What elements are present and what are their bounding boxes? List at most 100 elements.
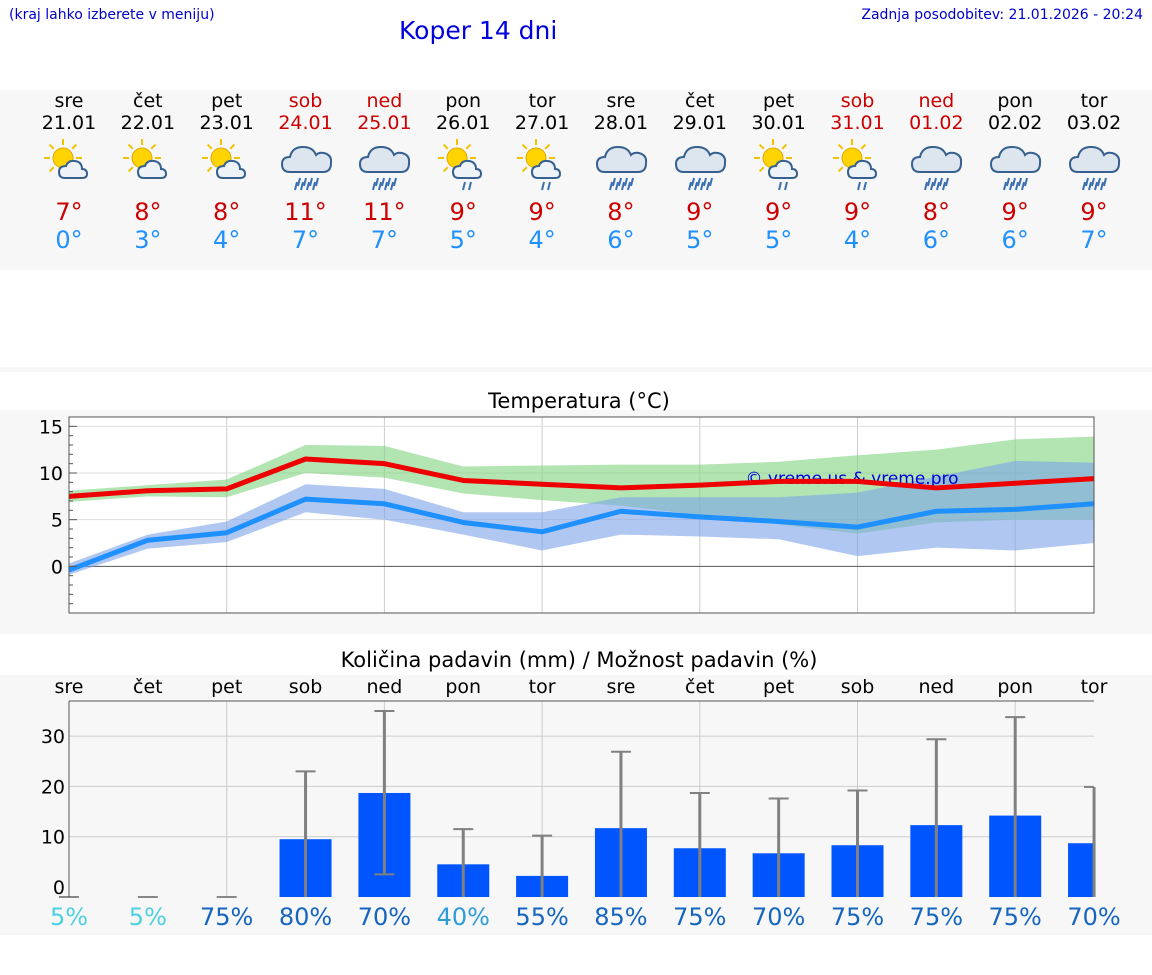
y-tick-label: 20: [41, 776, 65, 798]
max-temp: 9°: [765, 198, 793, 226]
precip-probability: 75%: [988, 903, 1042, 931]
daily-forecast-strip: sre 21.01 7° 0° čet 22.01 8° 3° pet 23.01 8° 4° sob 2…: [0, 90, 1152, 270]
cloud-rain-icon: [280, 145, 332, 191]
day-column: čet 22.01 8° 3°: [108, 90, 187, 254]
day-column: sre 28.01 8° 6°: [581, 90, 660, 254]
min-temp: 3°: [134, 226, 162, 254]
day-name: tor: [1080, 90, 1108, 112]
precip-probability: 85%: [594, 903, 648, 931]
precip-probability: 5%: [49, 903, 89, 931]
day-name: pon: [445, 90, 482, 112]
precip-day-label: pet: [211, 676, 242, 698]
precip-probability: 70%: [751, 903, 806, 931]
max-temp: 8°: [134, 198, 162, 226]
cloud-rain-icon: [595, 145, 648, 191]
day-column: pet 30.01 9° 5°: [739, 90, 818, 254]
y-tick-label: 0: [53, 877, 65, 899]
precip-day-label: ned: [367, 676, 403, 698]
min-range-band: [69, 460, 1095, 575]
day-column: pet 23.01 8° 4°: [187, 90, 266, 254]
max-temp: 7°: [55, 198, 83, 226]
precip-probability: 70%: [357, 903, 412, 931]
day-name: tor: [528, 90, 556, 112]
day-date: 27.01: [514, 112, 570, 134]
min-temp: 7°: [1080, 226, 1108, 254]
y-tick-label: 10: [39, 463, 63, 485]
min-temp: 5°: [686, 226, 714, 254]
day-column: tor 03.02 9° 7°: [1055, 90, 1134, 254]
max-temp: 11°: [284, 198, 327, 226]
max-temp: 9°: [449, 198, 477, 226]
page-title: Koper 14 dni: [399, 16, 558, 45]
day-column: ned 25.01 11° 7°: [345, 90, 424, 254]
last-update: Zadnja posodobitev: 21.01.2026 - 20:24: [861, 7, 1143, 23]
day-date: 30.01: [751, 112, 806, 134]
day-column: tor 27.01 9° 4°: [503, 90, 582, 254]
cloud-rain-icon: [359, 145, 411, 191]
day-name: ned: [918, 90, 955, 112]
day-column: sre 21.01 7° 0°: [30, 90, 109, 254]
precip-day-label: tor: [529, 676, 556, 698]
temperature-chart-title: Temperatura (°C): [487, 389, 670, 413]
min-temp: 6°: [1001, 226, 1029, 254]
day-date: 22.01: [120, 112, 176, 134]
max-temp: 11°: [363, 198, 406, 226]
separator: [0, 367, 1152, 372]
day-date: 01.02: [909, 112, 964, 134]
day-name: čet: [685, 90, 715, 112]
day-name: sob: [288, 90, 323, 112]
day-column: sob 31.01 9° 4°: [818, 90, 897, 254]
max-temp: 8°: [922, 198, 950, 226]
min-temp: 0°: [55, 226, 83, 254]
location-hint: (kraj lahko izberete v meniju): [9, 7, 215, 23]
precip-probability: 55%: [515, 903, 569, 931]
precip-day-label: sre: [55, 676, 84, 698]
sun-cloud-icon: [44, 139, 89, 179]
day-date: 31.01: [830, 112, 885, 134]
day-name: sob: [840, 90, 875, 112]
min-temp: 6°: [922, 226, 950, 254]
day-name: sre: [54, 90, 84, 112]
min-temp: 5°: [765, 226, 793, 254]
day-name: sre: [606, 90, 636, 112]
sun-cloud-rain-icon: [832, 139, 877, 191]
day-name: čet: [133, 90, 163, 112]
day-column: čet 29.01 9° 5°: [660, 90, 739, 254]
cloud-rain-icon: [990, 145, 1042, 191]
precip-probability: 40%: [436, 903, 490, 931]
precip-day-label: sre: [606, 676, 635, 698]
sun-cloud-rain-icon: [753, 139, 798, 191]
max-temp: 9°: [686, 198, 714, 226]
sun-cloud-icon: [201, 139, 246, 179]
precip-day-label: pet: [763, 676, 794, 698]
day-date: 02.02: [987, 112, 1043, 134]
precip-probability: 80%: [278, 903, 333, 931]
y-tick-label: 5: [51, 510, 63, 532]
day-date: 03.02: [1066, 112, 1122, 134]
precip-day-label: čet: [685, 676, 715, 698]
day-date: 29.01: [672, 112, 727, 134]
y-tick-label: 10: [41, 827, 65, 849]
day-name: pet: [763, 90, 795, 112]
sun-cloud-rain-icon: [517, 139, 562, 191]
precip-probability: 70%: [1067, 903, 1121, 931]
precip-day-label: tor: [1081, 676, 1108, 698]
sun-cloud-rain-icon: [438, 139, 483, 191]
day-column: sob 24.01 11° 7°: [266, 90, 345, 254]
max-temp: 9°: [843, 198, 872, 226]
max-temp-line: [68, 456, 1095, 499]
cloud-rain-icon: [674, 145, 726, 191]
y-tick-label: 15: [39, 416, 63, 438]
y-tick-label: 0: [51, 556, 63, 578]
temperature-plot-frame: [68, 416, 1095, 614]
min-temp: 6°: [607, 226, 635, 254]
precipitation-chart-title: Količina padavin (mm) / Možnost padavin …: [341, 648, 818, 672]
day-name: pet: [211, 90, 243, 112]
min-temp: 7°: [291, 226, 320, 254]
min-temp-line: [68, 496, 1095, 573]
precip-day-label: pon: [997, 676, 1033, 698]
precip-probability: 5%: [128, 903, 167, 931]
max-temp: 9°: [528, 198, 556, 226]
day-date: 24.01: [278, 112, 333, 134]
